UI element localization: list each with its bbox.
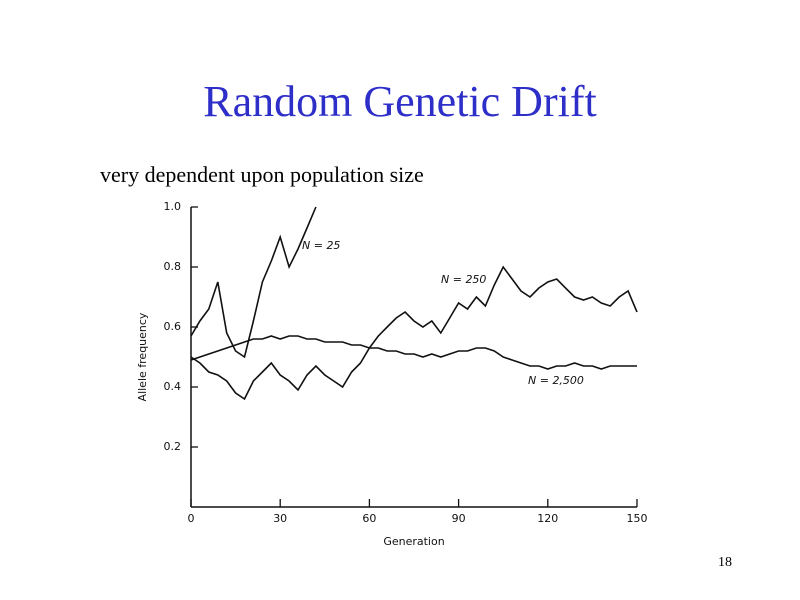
subtitle: very dependent upon population size <box>100 162 424 187</box>
x-tick-label: 60 <box>362 512 376 525</box>
y-tick-label: 1.0 <box>164 200 182 213</box>
x-tick-label: 150 <box>627 512 648 525</box>
series-label: N = 250 <box>441 273 486 286</box>
series-label: N = 2,500 <box>528 374 584 387</box>
x-tick-label: 120 <box>537 512 558 525</box>
y-tick-label: 0.8 <box>164 260 182 273</box>
y-tick-label: 0.4 <box>164 380 182 393</box>
x-axis-label: Generation <box>383 535 444 548</box>
x-tick-label: 30 <box>273 512 287 525</box>
y-tick-label: 0.2 <box>164 440 182 453</box>
series-label: N = 25 <box>302 239 340 252</box>
series-line <box>190 265 638 401</box>
slide-title: Random Genetic Drift <box>203 77 596 126</box>
y-tick-label: 0.6 <box>164 320 182 333</box>
page-number: 18 <box>718 555 732 570</box>
x-tick-label: 90 <box>452 512 466 525</box>
series-line <box>190 335 637 370</box>
y-axis-label: Allele frequency <box>136 312 149 401</box>
x-tick-label: 0 <box>188 512 195 525</box>
series-line <box>190 206 317 359</box>
